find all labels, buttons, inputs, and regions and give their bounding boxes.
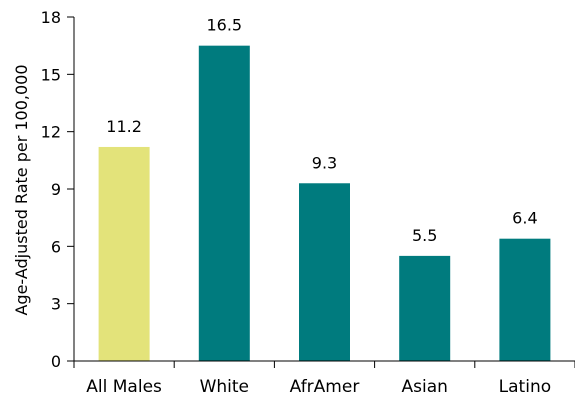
data-label: 16.5 xyxy=(206,16,242,35)
y-tick-label: 12 xyxy=(41,123,61,142)
y-tick-label: 6 xyxy=(51,237,61,256)
bar-aframer xyxy=(299,183,350,361)
bar-latino xyxy=(499,238,551,361)
bar-all-males xyxy=(98,146,150,361)
y-axis: 0 3 6 9 12 15 18 xyxy=(41,8,75,371)
x-tick-label: Latino xyxy=(499,377,551,397)
data-label: 11.2 xyxy=(106,117,142,136)
y-axis-title: Age-Adjusted Rate per 100,000 xyxy=(12,64,31,315)
bar-asian xyxy=(399,255,451,361)
data-labels-group: 11.2 16.5 9.3 5.5 6.4 xyxy=(106,16,537,245)
x-tick-label: All Males xyxy=(86,377,162,397)
x-axis: All Males White AfrAmer Asian Latino xyxy=(73,360,575,397)
y-tick-label: 9 xyxy=(51,180,61,199)
y-axis-title-group: Age-Adjusted Rate per 100,000 xyxy=(12,64,31,315)
y-tick-label: 3 xyxy=(51,295,61,314)
bar-white xyxy=(198,45,250,362)
y-tick-label: 18 xyxy=(41,8,61,27)
data-label: 9.3 xyxy=(312,153,337,172)
data-label: 5.5 xyxy=(412,226,437,245)
y-tick-label: 15 xyxy=(41,65,61,84)
bars-group xyxy=(98,45,551,362)
y-tick-label: 0 xyxy=(51,352,61,371)
x-tick-label: Asian xyxy=(401,377,447,397)
data-label: 6.4 xyxy=(512,209,537,228)
x-tick-label: White xyxy=(200,377,249,397)
x-tick-label: AfrAmer xyxy=(290,377,360,397)
